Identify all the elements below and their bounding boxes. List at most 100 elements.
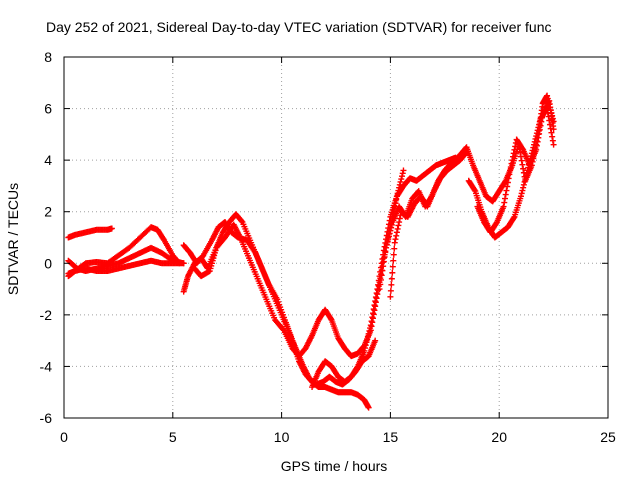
data-point [391, 239, 398, 246]
x-tick-label: 20 [491, 429, 507, 445]
data-point [531, 141, 538, 148]
data-point [385, 236, 392, 243]
data-point [524, 167, 531, 174]
data-point [399, 173, 406, 180]
data-point [279, 326, 286, 333]
data-point [520, 181, 527, 188]
data-point [396, 215, 403, 222]
data-point [379, 267, 386, 274]
data-point [365, 330, 372, 337]
data-point [504, 183, 511, 190]
data-point [548, 129, 555, 136]
series-track-13 [474, 97, 557, 236]
data-point [394, 225, 401, 232]
data-point [384, 239, 391, 246]
y-tick-label: 6 [44, 101, 52, 117]
data-point [550, 126, 557, 133]
data-point [361, 347, 368, 354]
data-point [520, 165, 527, 172]
data-point [366, 327, 373, 334]
data-point [389, 269, 396, 276]
y-tick-label: 2 [44, 204, 52, 220]
data-point [523, 173, 530, 180]
data-point [535, 134, 542, 141]
data-point [510, 150, 517, 157]
data-point [387, 227, 394, 234]
data-point [510, 215, 517, 222]
series-track-7 [191, 167, 407, 360]
data-point [376, 286, 383, 293]
data-point [397, 178, 404, 185]
data-point [520, 184, 527, 191]
data-point [387, 287, 394, 294]
data-point [373, 290, 380, 297]
data-point [521, 178, 528, 185]
data-point [534, 138, 541, 145]
data-point [369, 310, 376, 317]
data-point [471, 186, 478, 193]
data-point [538, 114, 545, 121]
data-point [517, 153, 524, 160]
data-point [501, 199, 508, 206]
data-point [378, 272, 385, 279]
data-point [391, 245, 398, 252]
data-point [537, 122, 544, 129]
data-point [519, 187, 526, 194]
data-point [388, 221, 395, 228]
chart-title: Day 252 of 2021, Sidereal Day-to-day VTE… [46, 19, 552, 35]
data-point [518, 157, 525, 164]
data-point [400, 167, 407, 174]
data-point [544, 92, 551, 99]
data-point [389, 263, 396, 270]
data-point [390, 251, 397, 258]
data-point [371, 302, 378, 309]
data-point [396, 219, 403, 226]
series-track-1 [65, 225, 115, 241]
data-point [550, 141, 557, 148]
data-point [549, 137, 556, 144]
data-point [377, 276, 384, 283]
data-point [380, 263, 387, 270]
data-point [180, 260, 187, 267]
data-point [512, 143, 519, 150]
x-tick-label: 25 [600, 429, 616, 445]
data-point [327, 315, 334, 322]
data-point [502, 191, 509, 198]
axes: 0 5 10 15 20 25 -6 -4 -2 0 2 4 6 8 [40, 49, 616, 445]
data-point [383, 241, 390, 248]
y-tick-label: 4 [44, 152, 52, 168]
data-point [369, 314, 376, 321]
data-point [372, 294, 379, 301]
data-point [390, 257, 397, 264]
x-tick-label: 10 [274, 429, 290, 445]
data-point [518, 190, 525, 197]
data-point [395, 222, 402, 229]
y-tick-label: -6 [40, 410, 53, 426]
series-track-6 [180, 219, 379, 388]
data-point [519, 161, 526, 168]
series-track-5 [180, 211, 372, 411]
data-point [377, 281, 384, 288]
data-point [388, 224, 395, 231]
data-point [502, 195, 509, 202]
data-point [506, 171, 513, 178]
data-point [536, 130, 543, 137]
data-point [363, 339, 370, 346]
data-point [393, 229, 400, 236]
data-point [517, 193, 524, 200]
plot-frame [63, 56, 609, 419]
data-point [108, 225, 115, 232]
data-point [365, 404, 372, 411]
data-point [385, 233, 392, 240]
series-track-8 [309, 154, 459, 391]
data-point [399, 170, 406, 177]
data-point [387, 293, 394, 300]
data-point [398, 176, 405, 183]
y-tick-label: -4 [40, 358, 53, 374]
data-point [388, 281, 395, 288]
data-point [238, 218, 245, 225]
data-point [522, 176, 529, 183]
data-point [509, 157, 516, 164]
x-tick-label: 0 [60, 429, 68, 445]
